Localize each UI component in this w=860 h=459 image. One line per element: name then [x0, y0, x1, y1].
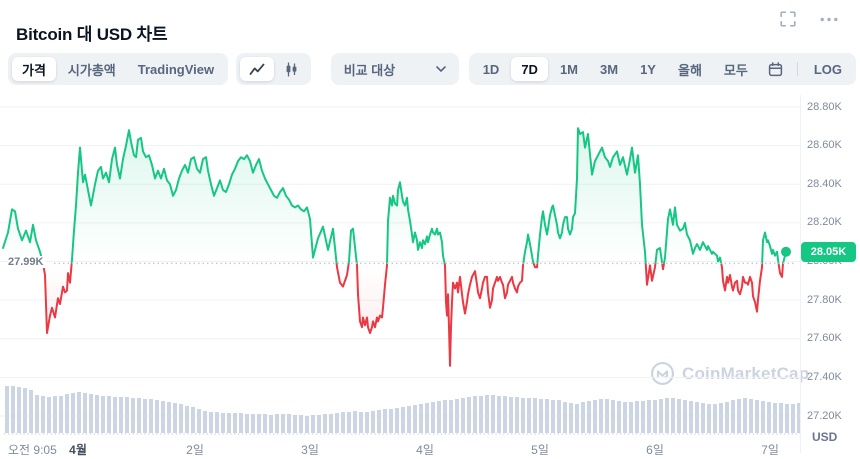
tab-market-cap[interactable]: 시가총액 [58, 57, 126, 81]
range-1d[interactable]: 1D [473, 57, 510, 81]
chart-type-group [236, 53, 312, 85]
page-title: Bitcoin 대 USD 차트 [16, 25, 168, 45]
calendar-icon [768, 61, 782, 76]
candlestick-icon [286, 62, 297, 76]
y-axis-border [800, 95, 801, 453]
line-chart-type-button[interactable] [240, 57, 275, 81]
toolbar-divider [796, 62, 798, 76]
range-buttons: 1D 7D 1M 3M 1Y 올해 모두 [473, 57, 758, 81]
kebab-menu-icon [820, 17, 838, 21]
log-scale-button[interactable]: LOG [804, 57, 852, 81]
chart-window-actions [780, 11, 838, 27]
price-line-green [2, 127, 787, 264]
volume-bars [5, 386, 801, 433]
range-7d[interactable]: 7D [511, 57, 548, 81]
chart-toolbar: 가격 시가총액 TradingView 비교 대상 [8, 53, 856, 85]
previous-close-label: 27.99K [8, 256, 47, 269]
view-tab-group: 가격 시가총액 TradingView [8, 53, 229, 85]
tab-price[interactable]: 가격 [12, 57, 56, 81]
current-price-badge: 28.05K [801, 241, 856, 262]
range-1m[interactable]: 1M [550, 57, 588, 81]
range-tab-group: 1D 7D 1M 3M 1Y 올해 모두 LOG [468, 53, 856, 85]
area-fill-green [3, 128, 786, 264]
range-3m[interactable]: 3M [590, 57, 628, 81]
price-line-red [41, 263, 785, 367]
more-menu-button[interactable] [820, 17, 838, 22]
calendar-button[interactable] [760, 57, 791, 81]
range-all[interactable]: 모두 [714, 57, 758, 81]
candlestick-chart-type-button[interactable] [276, 57, 307, 81]
tab-tradingview[interactable]: TradingView [128, 57, 224, 81]
compare-label: 비교 대상 [343, 62, 396, 78]
fullscreen-button[interactable] [780, 11, 796, 27]
range-1y[interactable]: 1Y [630, 57, 666, 81]
fullscreen-icon [780, 11, 796, 27]
chevron-down-icon [435, 66, 446, 72]
range-ytd[interactable]: 올해 [668, 57, 712, 81]
y-axis-unit: USD [812, 430, 838, 444]
compare-dropdown[interactable]: 비교 대상 [330, 53, 459, 85]
last-price-dot [781, 246, 791, 257]
line-chart-icon [249, 63, 265, 75]
